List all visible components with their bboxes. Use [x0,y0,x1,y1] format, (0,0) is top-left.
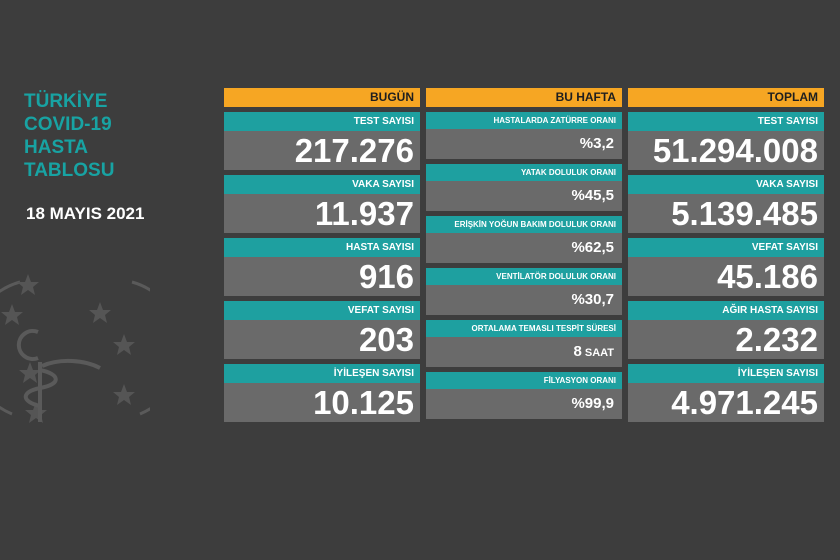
column-header-total: TOPLAM [628,88,824,107]
page-title: TÜRKİYE COVID-19 HASTA TABLOSU [24,90,114,182]
rate-number: %99,9 [571,395,614,412]
stat-label: VAKA SAYISI [628,175,824,194]
rate-card: YATAK DOLULUK ORANI %45,5 [426,164,622,211]
stat-card: VEFAT SAYISI 45.186 [628,238,824,296]
stat-value: 4.971.245 [628,383,824,422]
total-column: TOPLAM TEST SAYISI 51.294.008 VAKA SAYIS… [628,88,824,427]
stat-label: TEST SAYISI [224,112,420,131]
stat-card: VAKA SAYISI 5.139.485 [628,175,824,233]
stat-value: 11.937 [224,194,420,233]
stat-label: AĞIR HASTA SAYISI [628,301,824,320]
rate-label: FİLYASYON ORANI [426,372,622,389]
rate-value: 8 SAAT [426,337,622,367]
rate-label: ERİŞKİN YOĞUN BAKIM DOLULUK ORANI [426,216,622,233]
rate-value: %45,5 [426,181,622,211]
stat-label: TEST SAYISI [628,112,824,131]
stat-value: 51.294.008 [628,131,824,170]
stat-card: HASTA SAYISI 916 [224,238,420,296]
stat-value: 10.125 [224,383,420,422]
title-line: HASTA [24,137,89,158]
stat-value: 916 [224,257,420,296]
stat-value: 5.139.485 [628,194,824,233]
stat-card: İYİLEŞEN SAYISI 10.125 [224,364,420,422]
column-header-today: BUGÜN [224,88,420,107]
rate-value: %99,9 [426,389,622,419]
week-column: BU HAFTA HASTALARDA ZATÜRRE ORANI %3,2 Y… [426,88,622,424]
rate-unit: SAAT [584,347,614,359]
rate-card: ORTALAMA TEMASLI TESPİT SÜRESİ 8 SAAT [426,320,622,367]
stat-card: VAKA SAYISI 11.937 [224,175,420,233]
stat-label: İYİLEŞEN SAYISI [628,364,824,383]
column-header-week: BU HAFTA [426,88,622,107]
rate-number: 8 [573,343,582,360]
rate-label: YATAK DOLULUK ORANI [426,164,622,181]
stat-card: VEFAT SAYISI 203 [224,301,420,359]
title-line: TÜRKİYE [24,91,108,112]
stat-card: TEST SAYISI 51.294.008 [628,112,824,170]
stat-label: VEFAT SAYISI [628,238,824,257]
rate-number: %62,5 [571,239,614,256]
stat-card: AĞIR HASTA SAYISI 2.232 [628,301,824,359]
today-column: BUGÜN TEST SAYISI 217.276 VAKA SAYISI 11… [224,88,420,427]
rate-value: %62,5 [426,233,622,263]
stat-label: VEFAT SAYISI [224,301,420,320]
rate-label: HASTALARDA ZATÜRRE ORANI [426,112,622,129]
title-line: COVID-19 [24,114,112,135]
rate-value: %3,2 [426,129,622,159]
stat-value: 203 [224,320,420,359]
rate-label: VENTİLATÖR DOLULUK ORANI [426,268,622,285]
stat-card: TEST SAYISI 217.276 [224,112,420,170]
rate-label: ORTALAMA TEMASLI TESPİT SÜRESİ [426,320,622,337]
stat-label: İYİLEŞEN SAYISI [224,364,420,383]
stat-card: İYİLEŞEN SAYISI 4.971.245 [628,364,824,422]
rate-value: %30,7 [426,285,622,315]
title-line: TABLOSU [24,160,115,181]
rate-card: ERİŞKİN YOĞUN BAKIM DOLULUK ORANI %62,5 [426,216,622,263]
ministry-of-health-emblem-icon [0,262,185,437]
rate-number: %30,7 [571,291,614,308]
stat-label: VAKA SAYISI [224,175,420,194]
rate-number: %3,2 [579,135,614,152]
report-date: 18 MAYIS 2021 [26,204,145,223]
stat-label: HASTA SAYISI [224,238,420,257]
stat-value: 2.232 [628,320,824,359]
rate-card: VENTİLATÖR DOLULUK ORANI %30,7 [426,268,622,315]
stat-value: 45.186 [628,257,824,296]
rate-card: HASTALARDA ZATÜRRE ORANI %3,2 [426,112,622,159]
rate-card: FİLYASYON ORANI %99,9 [426,372,622,419]
stat-value: 217.276 [224,131,420,170]
rate-number: %45,5 [571,187,614,204]
